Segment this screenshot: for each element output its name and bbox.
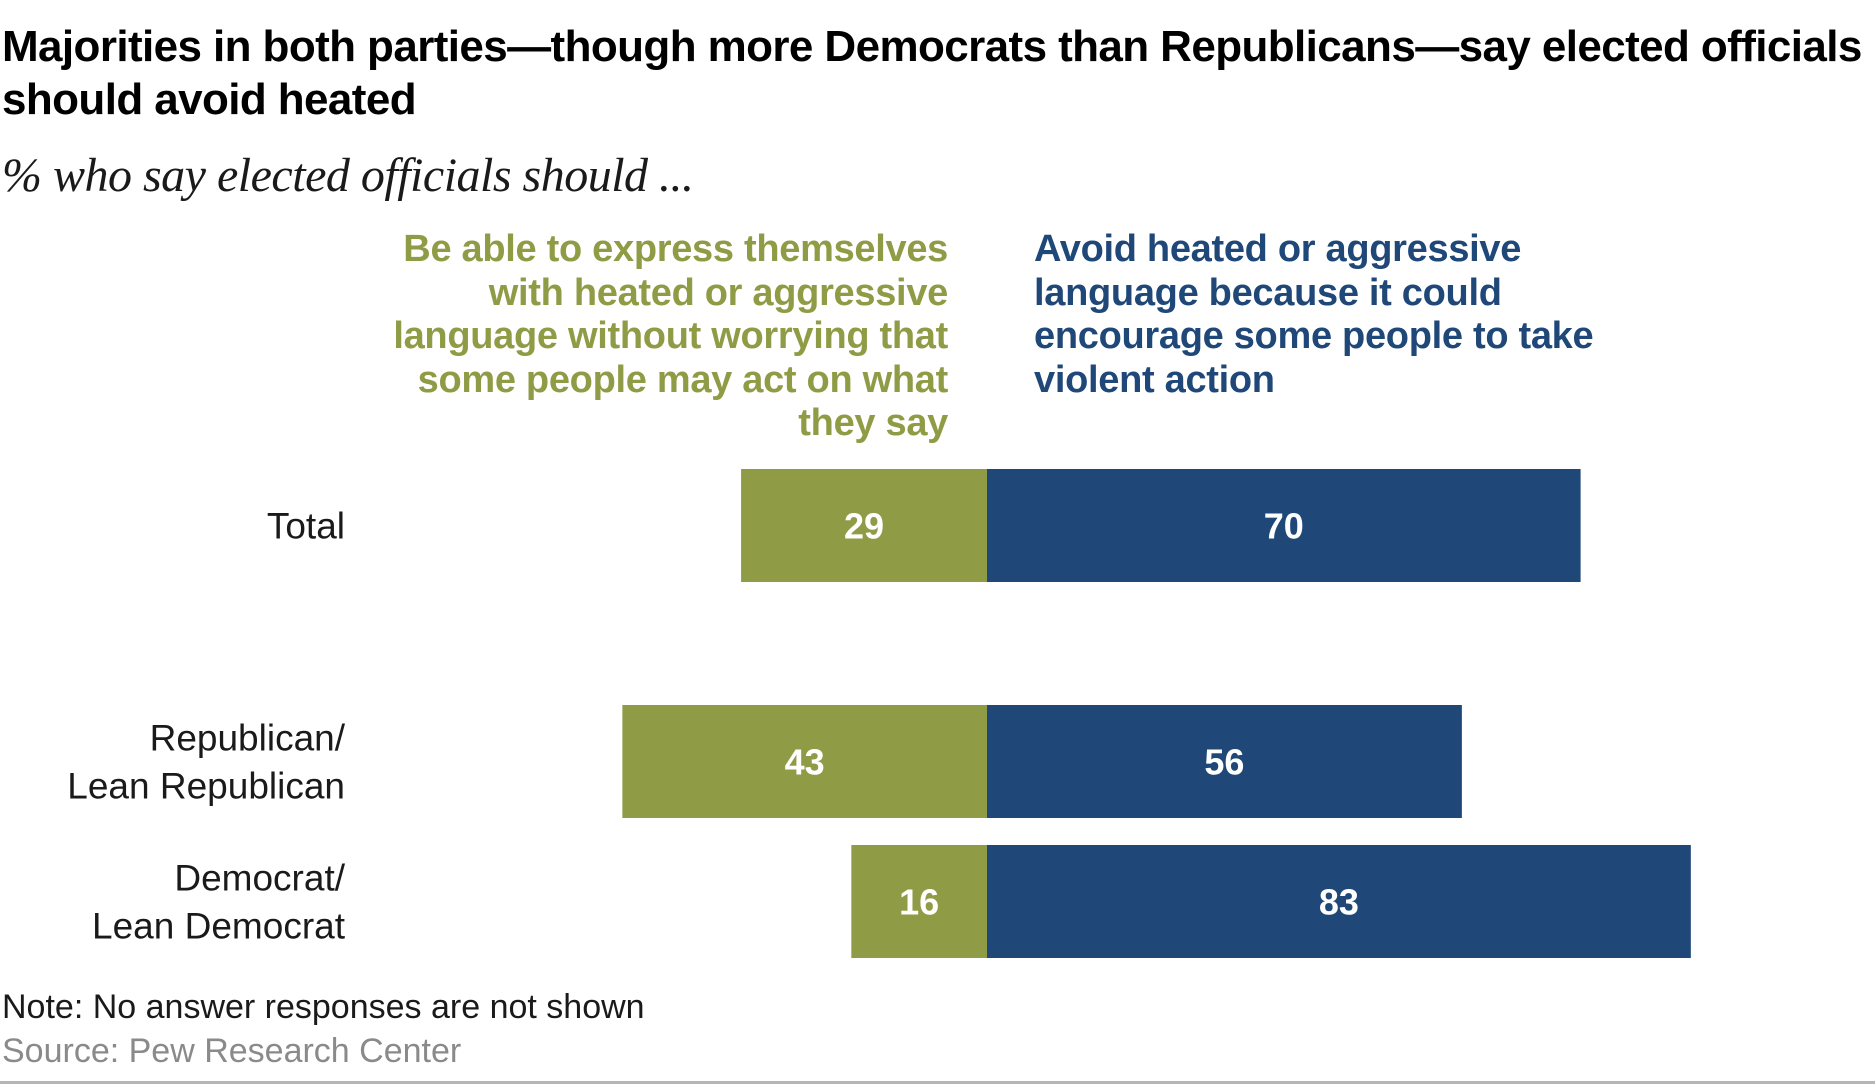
chart-note: Note: No answer responses are not shown <box>2 988 645 1026</box>
bar-value-avoid: 56 <box>1204 742 1244 783</box>
bar-avoid <box>987 705 1462 818</box>
bar-value-express: 43 <box>785 742 825 783</box>
chart-subtitle: % who say elected officials should ... <box>2 149 694 202</box>
row-label-line: Total <box>267 506 345 547</box>
row-label-line: Lean Republican <box>67 766 345 807</box>
bar-avoid <box>987 469 1581 582</box>
bar-express <box>851 845 987 958</box>
bar-express <box>741 469 987 582</box>
row-label-line: Democrat/ <box>174 858 345 899</box>
chart-source: Source: Pew Research Center <box>2 1032 462 1070</box>
legend-label-express: Be able to express themselves with heate… <box>393 228 948 444</box>
bar-value-express: 16 <box>899 882 939 923</box>
bar-value-avoid: 70 <box>1264 506 1304 547</box>
bar-avoid <box>987 845 1691 958</box>
row-label: Total <box>267 506 345 547</box>
legend-label-avoid: Avoid heated or aggressive language beca… <box>1034 228 1594 401</box>
bar-express <box>622 705 987 818</box>
row-label-line: Republican/ <box>150 718 346 759</box>
bottom-divider <box>0 1081 1875 1084</box>
bar-value-express: 29 <box>844 506 884 547</box>
row-label-line: Lean Democrat <box>92 906 346 947</box>
bar-value-avoid: 83 <box>1319 882 1359 923</box>
chart-rows: 29 70 Total 43 56 Republican/Lean Republican 1… <box>67 469 1691 958</box>
row-label: Republican/Lean Republican <box>67 718 345 807</box>
chart-title: Majorities in both parties—though more D… <box>2 22 1862 124</box>
row-label: Democrat/Lean Democrat <box>92 858 346 947</box>
